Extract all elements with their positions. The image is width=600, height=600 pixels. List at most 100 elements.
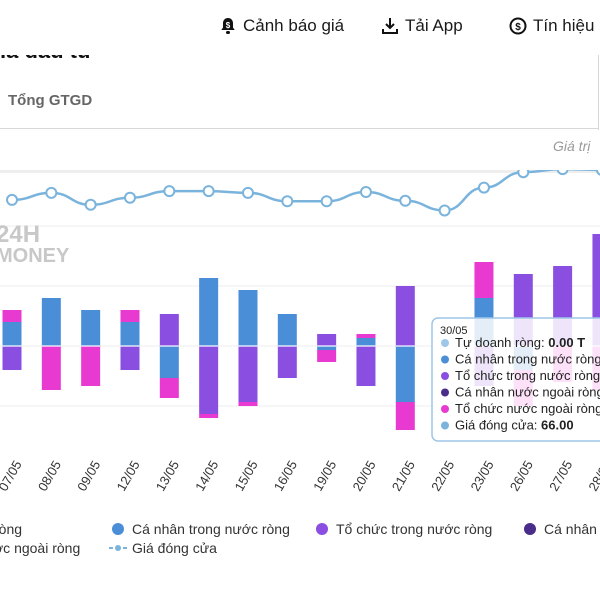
page-title: ıà đầu tư (0, 55, 93, 64)
svg-text:$: $ (515, 22, 521, 33)
legend-label-5: Giá đóng cửa (132, 540, 217, 556)
panel-border (598, 55, 599, 130)
chart-card: 24H MONEY 07/05 08/05 09/05 12/05 13/05 14/05 15… (0, 170, 600, 600)
bar-15-05-s4 (238, 402, 258, 406)
tooltip-box (431, 317, 600, 442)
nav-signal-label: Tín hiệu k (533, 16, 600, 35)
signal-icon: $ (508, 16, 528, 36)
divider (0, 128, 598, 129)
bar-08-05-s1 (41, 298, 61, 346)
price-point-20-05 (359, 186, 372, 198)
price-point-16-05 (281, 195, 294, 208)
x-tick-label: 16/05 (271, 458, 300, 494)
bar-19-05-s2 (317, 334, 337, 346)
bar-13-05-s2 (159, 314, 179, 346)
x-tick-label: 21/05 (389, 458, 418, 494)
download-icon (380, 16, 400, 36)
bar-13-05-s4 (159, 378, 179, 398)
bar-09-05-s4 (81, 346, 101, 386)
legend-marker-5 (115, 545, 121, 551)
price-point-19-05 (320, 195, 333, 208)
tooltip-marker-0 (441, 339, 449, 347)
x-tick-label: 12/05 (113, 458, 142, 494)
top-navigation-bar: $ Cảnh báo giá Tải App $ Tín hiệu k (0, 0, 600, 55)
price-point-23-05 (477, 181, 490, 194)
bell-dollar-icon: $ (218, 16, 238, 36)
x-tick-label: 14/05 (192, 458, 221, 494)
bar-21-05-s1 (395, 346, 415, 402)
bar-21-05-s2 (395, 286, 415, 346)
bar-12-05-s2 (120, 346, 140, 370)
price-point-21-05 (399, 194, 412, 207)
nav-download-app[interactable]: Tải App (380, 16, 463, 36)
x-tick-label: 23/05 (467, 458, 496, 494)
bar-07-05-s2 (2, 346, 22, 370)
price-line (11, 170, 600, 212)
tooltip-item-2: Tổ chức trong nước ròng (455, 368, 600, 383)
bar-09-05-s1 (81, 310, 101, 346)
bar-19-05-s1 (317, 346, 337, 350)
price-point-14-05 (202, 185, 215, 198)
legend-label-0: ròng (0, 521, 22, 537)
x-tick-label: 19/05 (310, 458, 339, 494)
bar-15-05-s1 (238, 290, 258, 346)
price-point-07-05 (6, 193, 18, 206)
legend-label-4: ớc ngoài ròng (0, 540, 80, 556)
bar-20-05-s1 (356, 338, 376, 346)
x-tick-label: 27/05 (546, 458, 575, 494)
price-point-13-05 (163, 185, 176, 198)
price-point-26-05 (517, 170, 530, 179)
watermark-line-1: 24H (0, 221, 40, 248)
price-point-12-05 (123, 191, 136, 204)
bar-14-05-s4 (199, 414, 219, 418)
legend: ròng Cá nhân trong nước ròng Tổ chức trong… (0, 521, 597, 556)
tooltip-marker-4 (441, 405, 449, 413)
tooltip-item-1: Cá nhân trong nước ròng (455, 352, 600, 367)
bar-12-05-s4 (120, 310, 140, 322)
tooltip-date: 30/05 (440, 325, 468, 337)
tooltip-marker-3 (441, 388, 449, 397)
legend-marker-2 (316, 523, 328, 535)
price-point-22-05 (438, 204, 451, 217)
nav-price-alert[interactable]: $ Cảnh báo giá (218, 16, 344, 36)
bar-15-05-s2 (238, 346, 258, 402)
value-select[interactable]: Giá trị (553, 138, 591, 154)
bar-20-05-s2 (356, 346, 376, 386)
legend-label-1: Cá nhân trong nước ròng (132, 521, 290, 537)
x-tick-label: 15/05 (231, 458, 260, 494)
x-tick-label: 07/05 (0, 458, 25, 494)
legend-label-2: Tổ chức trong nước ròng (336, 521, 492, 537)
watermark-line-2: MONEY (0, 245, 70, 267)
tooltip-marker-1 (441, 355, 449, 364)
bar-28-05-s2 (592, 234, 600, 346)
bar-07-05-s4 (2, 310, 22, 322)
price-point-28-05 (595, 170, 600, 176)
x-tick-label: 26/05 (507, 458, 536, 494)
tab-total-volume[interactable]: Tổng GTGD (8, 92, 93, 109)
tooltip-marker-2 (441, 372, 449, 380)
bar-21-05-s4 (395, 402, 415, 430)
bar-14-05-s2 (199, 346, 219, 414)
nav-signal[interactable]: $ Tín hiệu k (508, 16, 600, 36)
x-tick-label: 08/05 (35, 458, 64, 494)
legend-marker-1 (112, 523, 124, 535)
legend-marker-3 (524, 523, 536, 535)
bar-14-05-s1 (199, 278, 219, 346)
bar-07-05-s1 (2, 322, 22, 346)
x-tick-label: 22/05 (428, 458, 457, 494)
price-point-15-05 (241, 186, 254, 199)
bar-23-05-s4 (474, 262, 494, 298)
x-tick-label: 20/05 (349, 458, 378, 494)
x-tick-label: 09/05 (74, 458, 103, 494)
bar-19-05-s4 (317, 350, 337, 362)
nav-download-app-label: Tải App (405, 16, 463, 35)
tooltip-item-0: Tự doanh ròng: 0.00 T (455, 335, 585, 350)
tooltip-item-3: Cá nhân nước ngoài ròng (455, 385, 600, 400)
bar-16-05-s1 (277, 314, 297, 346)
tooltip-marker-5 (441, 421, 449, 430)
card-top-edge (0, 170, 600, 173)
svg-text:$: $ (226, 21, 231, 30)
x-tick-label: 28/05 (585, 458, 600, 494)
